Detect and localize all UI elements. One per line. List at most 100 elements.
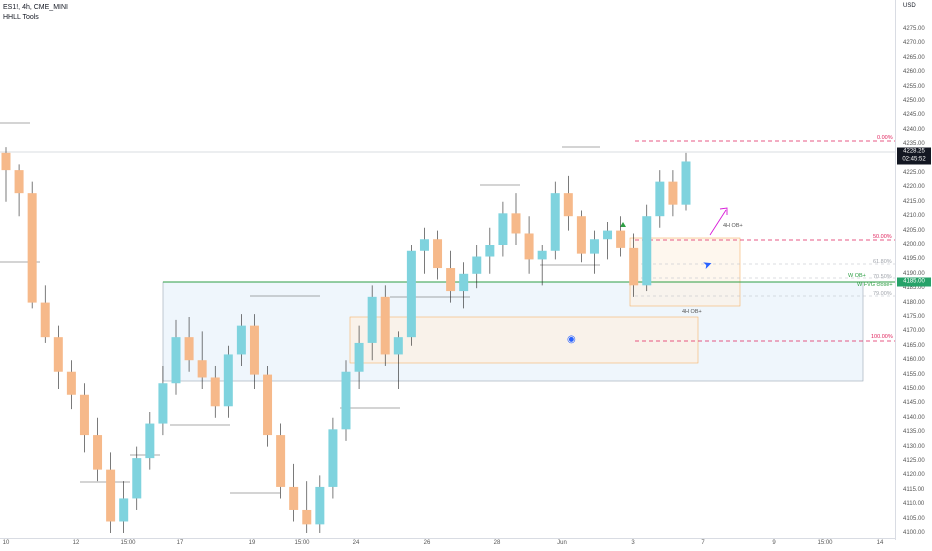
- x-tick-label: 10: [2, 540, 10, 546]
- candle-bull: [681, 161, 691, 205]
- y-tick-label: 4130.00: [903, 443, 925, 450]
- y-tick-label: 4270.00: [903, 40, 925, 47]
- y-tick-label: 4160.00: [903, 357, 925, 364]
- candle-bull: [589, 239, 599, 254]
- chart-plot-area[interactable]: ◉ ➤ 0.00% 50.00% 100.00% 61.80% 70.50% 7…: [0, 0, 895, 540]
- level-price-tag: 4185.00: [897, 277, 931, 287]
- candle-bear: [197, 360, 207, 378]
- candle-bear: [576, 216, 586, 254]
- y-tick-label: 4255.00: [903, 83, 925, 90]
- x-tick-label: 17: [176, 540, 184, 546]
- ob-label-4h-bottom: 4H OB+: [682, 309, 702, 315]
- candle-bear: [210, 377, 220, 407]
- y-tick-label: 4145.00: [903, 400, 925, 407]
- candle-bear: [446, 268, 456, 292]
- price-axis[interactable]: [895, 0, 932, 540]
- y-tick-label: 4265.00: [903, 54, 925, 61]
- fib-label-50: 50.00%: [873, 234, 892, 240]
- y-tick-label: 4115.00: [903, 486, 925, 493]
- x-tick-label: 15:00: [817, 540, 833, 546]
- y-tick-label: 4110.00: [903, 501, 925, 508]
- candle-bull: [171, 337, 181, 384]
- x-tick-label: 15:00: [294, 540, 310, 546]
- triangle-marker-icon: [620, 222, 626, 227]
- candle-bull: [315, 486, 325, 525]
- candle-bear: [276, 435, 286, 487]
- candle-bear: [511, 213, 521, 234]
- w-ob-label: W OB+: [848, 273, 866, 279]
- y-tick-label: 4220.00: [903, 184, 925, 191]
- candle-bear: [184, 337, 194, 361]
- y-tick-label: 4125.00: [903, 458, 925, 464]
- candle-bear: [27, 193, 37, 303]
- y-tick-label: 4120.00: [903, 472, 925, 479]
- price-chart[interactable]: [0, 0, 895, 540]
- candle-bear: [263, 374, 273, 436]
- fib-label-62: 61.80%: [873, 259, 892, 265]
- time-axis[interactable]: [0, 538, 895, 551]
- ob-label-4h-top: 4H OB+: [723, 223, 743, 229]
- eye-icon[interactable]: ◉: [567, 334, 576, 345]
- candle-bull: [655, 181, 665, 217]
- candle-bear: [14, 170, 24, 194]
- x-tick-label: 19: [248, 540, 256, 546]
- candle-bull: [393, 337, 403, 355]
- candle-bull: [158, 383, 168, 424]
- y-tick-label: 4170.00: [903, 328, 925, 335]
- candle-bear: [302, 509, 312, 525]
- candle-bull: [406, 250, 416, 338]
- candle-bear: [40, 302, 50, 338]
- candle-bear: [563, 193, 573, 217]
- candle-bull: [537, 250, 547, 260]
- y-tick-label: 4155.00: [903, 371, 925, 378]
- x-tick-label: 15:00: [120, 540, 136, 546]
- projection-arrow: [709, 209, 727, 236]
- x-tick-label: 26: [423, 540, 431, 546]
- symbol-title[interactable]: ES1!, 4h, CME_MINI: [3, 4, 68, 11]
- x-tick-label: Jun: [557, 540, 567, 546]
- y-tick-label: 4165.00: [903, 342, 925, 349]
- chart-legend: ES1!, 4h, CME_MINI HHLL Tools: [3, 3, 68, 23]
- candle-bull: [132, 458, 142, 499]
- projection-arrow-head: [719, 207, 728, 215]
- x-tick-label: 7: [701, 540, 705, 546]
- fib-label-100: 100.00%: [871, 334, 893, 340]
- candle-bull: [642, 216, 652, 286]
- candle-bull: [354, 342, 364, 372]
- candle-bear: [53, 337, 63, 372]
- indicator-name[interactable]: HHLL Tools: [3, 14, 39, 21]
- x-tick-label: 14: [876, 540, 884, 546]
- candle-bear: [93, 435, 103, 470]
- y-tick-label: 4275.00: [903, 26, 925, 32]
- y-tick-label: 4185.00: [903, 285, 925, 292]
- y-tick-label: 4260.00: [903, 69, 925, 76]
- candles-group: [1, 147, 691, 533]
- currency-label[interactable]: USD: [903, 3, 916, 9]
- y-tick-label: 4105.00: [903, 515, 925, 522]
- y-tick-label: 4150.00: [903, 386, 925, 392]
- y-tick-label: 4190.00: [903, 270, 925, 277]
- candle-bear: [1, 152, 11, 171]
- candle-bull: [459, 273, 469, 292]
- candle-bear: [629, 247, 639, 286]
- y-tick-label: 4205.00: [903, 227, 925, 234]
- candle-bull: [341, 371, 351, 430]
- y-tick-label: 4245.00: [903, 112, 925, 119]
- fib-label-70: 70.50%: [873, 274, 892, 280]
- x-tick-label: 9: [772, 540, 776, 546]
- y-tick-label: 4180.00: [903, 299, 925, 306]
- candle-bull: [603, 230, 613, 240]
- candle-bear: [380, 296, 390, 355]
- y-tick-label: 4250.00: [903, 98, 925, 104]
- y-tick-label: 4140.00: [903, 414, 925, 421]
- candle-bull: [145, 423, 155, 459]
- y-tick-label: 4195.00: [903, 256, 925, 263]
- candle-bear: [616, 230, 626, 248]
- candle-bull: [485, 245, 495, 257]
- x-tick-label: 28: [493, 540, 501, 546]
- candle-bear: [106, 469, 116, 522]
- candle-bull: [472, 256, 482, 274]
- last-price-tag: 4228.25: [897, 147, 931, 157]
- y-tick-label: 4240.00: [903, 126, 925, 133]
- candle-bear: [433, 239, 443, 269]
